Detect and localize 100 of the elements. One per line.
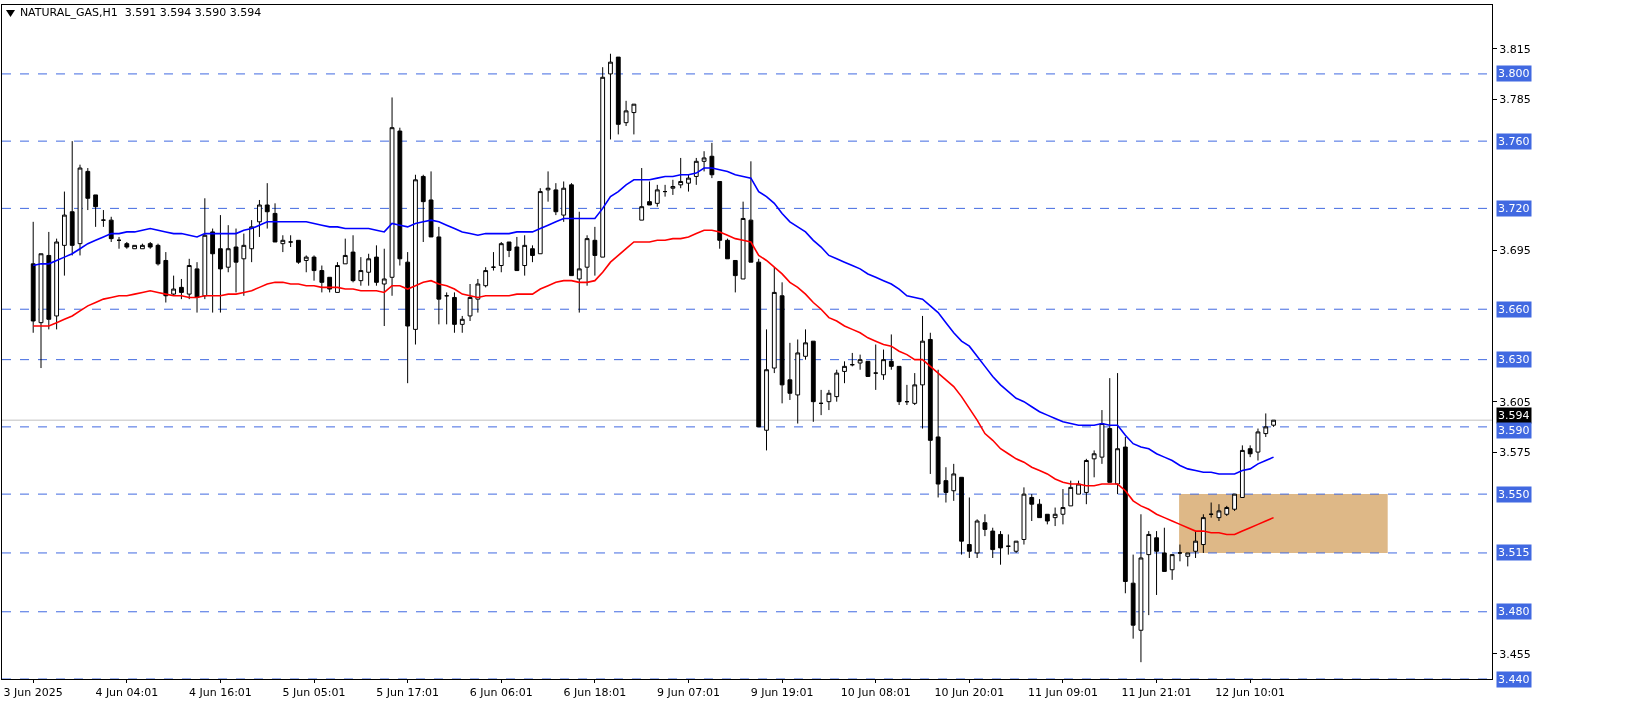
chart-title: NATURAL_GAS,H1 3.591 3.594 3.590 3.594 bbox=[19, 6, 262, 20]
ref-line-label: 3.515 bbox=[1498, 546, 1530, 559]
x-tick-label: 5 Jun 05:01 bbox=[282, 686, 346, 700]
y-tick-label: 3.785 bbox=[1499, 92, 1531, 106]
candlestick bbox=[374, 244, 379, 287]
candlestick bbox=[225, 224, 231, 273]
candlestick bbox=[93, 194, 99, 228]
candlestick bbox=[69, 140, 75, 256]
candlestick bbox=[366, 253, 372, 287]
candlestick bbox=[132, 244, 138, 250]
candlestick bbox=[444, 291, 450, 325]
candlestick bbox=[1052, 507, 1058, 527]
candlestick bbox=[420, 174, 426, 243]
candlestick bbox=[530, 244, 535, 263]
candlestick bbox=[1193, 530, 1198, 559]
candlestick bbox=[576, 211, 582, 314]
candlestick bbox=[397, 127, 403, 267]
candlestick bbox=[756, 258, 762, 428]
y-tick-label: 3.695 bbox=[1499, 244, 1531, 258]
candlestick bbox=[85, 167, 91, 211]
candlestick bbox=[888, 333, 894, 371]
candlestick bbox=[62, 191, 67, 277]
candlestick bbox=[1099, 409, 1105, 465]
candlestick bbox=[810, 340, 816, 423]
candlestick bbox=[241, 233, 247, 297]
candlestick bbox=[288, 234, 294, 248]
candlestick bbox=[264, 182, 270, 230]
candlestick bbox=[803, 328, 808, 361]
candlestick bbox=[452, 291, 457, 334]
y-tick-label: 3.605 bbox=[1499, 395, 1531, 409]
candlestick bbox=[522, 234, 528, 277]
candlestick bbox=[701, 150, 707, 172]
candlestick bbox=[194, 261, 200, 314]
candlestick bbox=[569, 182, 574, 277]
candlestick bbox=[1271, 419, 1276, 428]
candlestick bbox=[592, 226, 598, 277]
ref-line-label: 3.760 bbox=[1498, 135, 1530, 148]
ref-line-label: 3.660 bbox=[1498, 303, 1530, 316]
candlestick bbox=[1076, 480, 1081, 495]
ref-line-label: 3.594 bbox=[1498, 409, 1530, 422]
line-series bbox=[32, 167, 1275, 475]
candlestick bbox=[584, 234, 590, 287]
x-tick-label: 4 Jun 04:01 bbox=[95, 686, 159, 700]
candlestick bbox=[1091, 449, 1097, 478]
candlestick bbox=[218, 214, 223, 314]
x-tick-label: 11 Jun 09:01 bbox=[1027, 686, 1098, 700]
candlestick bbox=[1122, 436, 1128, 594]
candlestick bbox=[436, 226, 442, 325]
candlestick bbox=[1263, 412, 1269, 438]
candlestick bbox=[873, 344, 879, 391]
candlestick bbox=[1232, 493, 1237, 512]
candlestick bbox=[974, 518, 980, 559]
candlestick bbox=[428, 170, 434, 238]
candlestick bbox=[1146, 530, 1152, 616]
candlestick bbox=[1021, 486, 1027, 546]
candlestick bbox=[678, 157, 684, 189]
y-tick-label: 3.815 bbox=[1499, 42, 1531, 56]
candlestick bbox=[272, 202, 278, 243]
candlestick bbox=[413, 174, 418, 346]
candlestick bbox=[998, 530, 1003, 566]
candlestick bbox=[725, 238, 730, 260]
candlestick bbox=[1130, 554, 1136, 640]
candlestick bbox=[1247, 444, 1253, 458]
candlestick bbox=[1068, 480, 1074, 507]
candlestick bbox=[927, 332, 933, 475]
candlestick bbox=[491, 251, 496, 272]
candlestick bbox=[342, 238, 348, 265]
candlestick bbox=[982, 513, 988, 537]
candlestick bbox=[1107, 377, 1113, 483]
candlestick bbox=[545, 170, 551, 203]
candlestick bbox=[779, 281, 785, 404]
candlestick bbox=[1013, 540, 1019, 554]
x-tick-label: 3 Jun 2025 bbox=[3, 686, 63, 700]
candlestick bbox=[615, 56, 621, 135]
candlestick bbox=[210, 228, 216, 314]
candlestick bbox=[857, 354, 863, 371]
candlestick bbox=[951, 463, 957, 502]
candlestick bbox=[171, 275, 177, 297]
candlestick bbox=[1224, 505, 1230, 517]
candlestick bbox=[935, 369, 941, 498]
candlestick bbox=[186, 258, 192, 300]
candlestick bbox=[834, 369, 840, 403]
candlestick bbox=[943, 466, 949, 504]
candlestick bbox=[1200, 513, 1206, 554]
candlestick bbox=[155, 243, 161, 267]
candlestick bbox=[30, 221, 36, 334]
candlestick bbox=[1255, 428, 1261, 461]
candlestick bbox=[280, 234, 286, 253]
x-tick-label: 4 Jun 16:01 bbox=[188, 686, 252, 700]
candlestick bbox=[904, 384, 910, 406]
candlestick bbox=[202, 197, 208, 300]
candlestick bbox=[654, 184, 660, 208]
candlestick bbox=[38, 253, 44, 369]
x-tick-label: 10 Jun 08:01 bbox=[840, 686, 911, 700]
candlestick bbox=[140, 243, 145, 250]
candlestick bbox=[849, 352, 855, 367]
candlestick bbox=[608, 53, 613, 140]
candlestick bbox=[475, 278, 481, 314]
candlestick bbox=[631, 103, 637, 135]
x-tick-label: 6 Jun 18:01 bbox=[563, 686, 627, 700]
